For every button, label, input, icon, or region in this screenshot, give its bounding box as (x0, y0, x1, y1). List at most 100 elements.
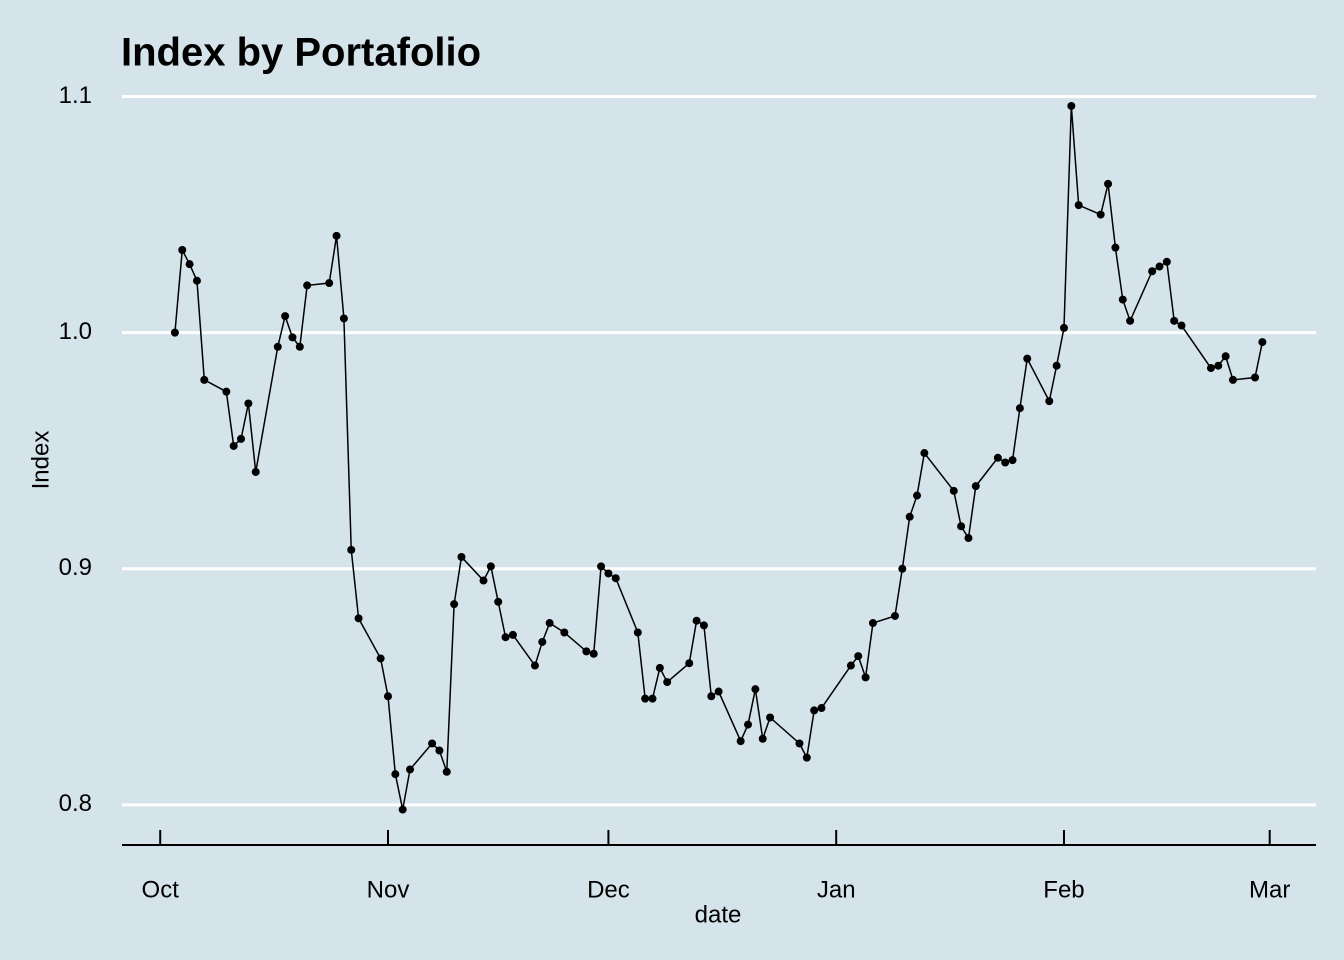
y-axis-label: Index (27, 431, 54, 490)
point (1059, 323, 1068, 332)
x-tick-label: Oct (142, 876, 180, 903)
point (325, 279, 334, 288)
point (655, 663, 664, 672)
point (479, 576, 488, 585)
point (1221, 352, 1230, 361)
point (560, 628, 569, 637)
x-axis-label: date (695, 901, 742, 928)
point (1126, 316, 1135, 325)
point (868, 619, 877, 628)
point (508, 630, 517, 639)
point (633, 628, 642, 637)
chart-title: Index by Portafolio (121, 31, 481, 75)
point (692, 616, 701, 625)
point (964, 534, 973, 543)
point (435, 746, 444, 755)
point (1162, 257, 1171, 266)
point (957, 522, 966, 531)
point (1206, 364, 1215, 373)
point (192, 276, 201, 285)
point (1155, 262, 1164, 271)
point (398, 805, 407, 814)
point (1008, 456, 1017, 465)
point (1118, 295, 1127, 304)
y-tick-label: 1.1 (59, 82, 92, 109)
point (244, 399, 253, 408)
point (1052, 361, 1061, 370)
point (1015, 404, 1024, 413)
point (597, 562, 606, 571)
point (1258, 338, 1267, 347)
point (714, 687, 723, 696)
point (758, 734, 767, 743)
point (1104, 179, 1113, 188)
point (810, 706, 819, 715)
point (1074, 201, 1083, 210)
point (589, 649, 598, 658)
x-tick-label: Nov (367, 876, 410, 903)
point (846, 661, 855, 670)
point (913, 491, 922, 500)
point (707, 692, 716, 701)
point (237, 434, 246, 443)
point (200, 375, 209, 384)
point (1228, 375, 1237, 384)
point (406, 765, 415, 774)
x-tick-label: Jan (817, 876, 856, 903)
point (905, 512, 914, 521)
point (501, 633, 510, 642)
point (898, 564, 907, 573)
point (641, 694, 650, 703)
point (354, 614, 363, 623)
point (383, 692, 392, 701)
point (428, 739, 437, 748)
line (174, 105, 1264, 810)
point (538, 637, 547, 646)
point (736, 737, 745, 746)
point (178, 246, 187, 254)
point (663, 678, 672, 687)
point (332, 231, 341, 240)
point (795, 739, 804, 748)
point (611, 574, 620, 583)
point (295, 342, 304, 351)
point (185, 260, 194, 269)
y-tick-label: 0.9 (59, 554, 92, 581)
point (766, 713, 775, 722)
point (376, 654, 385, 663)
point (582, 647, 591, 656)
point (920, 449, 929, 458)
point (744, 720, 753, 729)
point (861, 673, 870, 682)
point (890, 611, 899, 620)
point (222, 387, 231, 396)
point (347, 545, 356, 554)
point (442, 767, 451, 776)
point (273, 342, 282, 351)
point (281, 312, 290, 321)
point (1001, 458, 1010, 467)
point (802, 753, 811, 762)
point (1096, 210, 1105, 219)
x-tick-label: Dec (587, 876, 630, 903)
x-tick-label: Feb (1043, 876, 1084, 903)
point (494, 597, 503, 606)
point (339, 314, 348, 323)
point (685, 659, 694, 668)
point (1023, 354, 1032, 363)
point (391, 770, 400, 779)
point (288, 333, 297, 342)
point (1170, 316, 1179, 325)
point (854, 652, 863, 661)
point (303, 281, 312, 290)
point (1251, 373, 1260, 382)
point (450, 600, 459, 609)
point (751, 685, 760, 694)
point (1111, 243, 1120, 252)
x-tick-label: Mar (1249, 876, 1290, 903)
point (971, 482, 980, 491)
point (1214, 361, 1223, 370)
